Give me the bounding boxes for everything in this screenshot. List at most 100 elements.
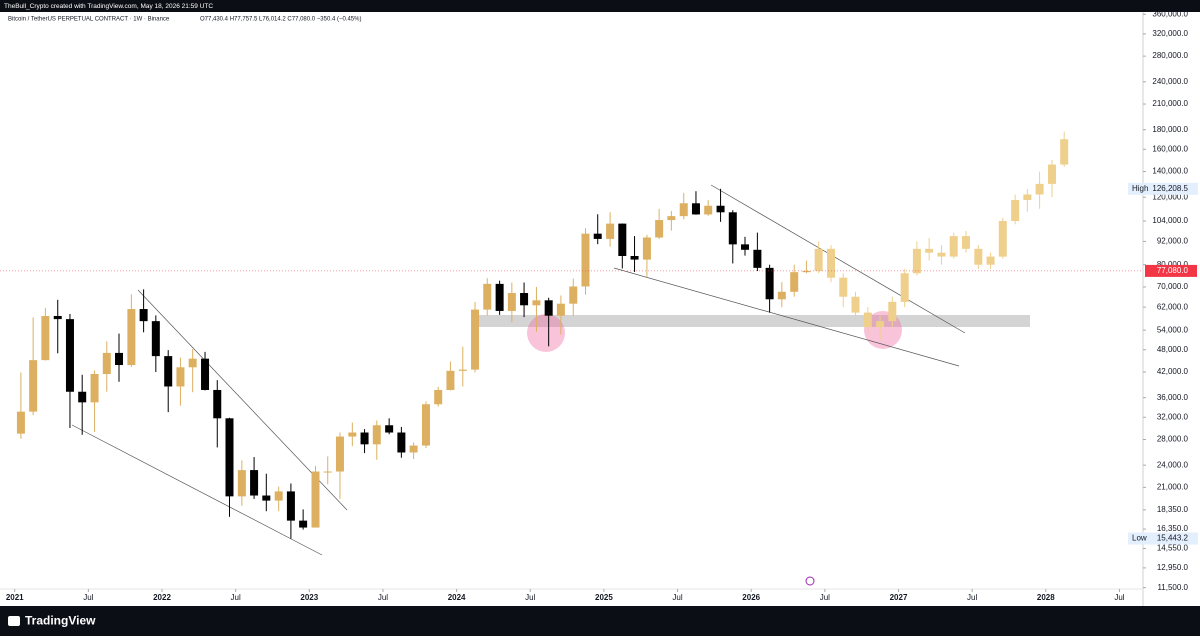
candle-body xyxy=(311,471,320,528)
y-tick-label: 12,950.0 xyxy=(1157,563,1189,572)
candle-body xyxy=(741,244,750,250)
y-tick-label: 42,000.0 xyxy=(1157,367,1189,376)
candle-body xyxy=(974,248,983,265)
brand-logo xyxy=(8,616,20,626)
trendline xyxy=(613,267,960,367)
x-tick-label: Jul xyxy=(967,593,977,602)
candle-body xyxy=(434,389,443,405)
y-tick-label: 360,000.0 xyxy=(1152,9,1188,18)
price-mark-name: Low xyxy=(1132,534,1147,543)
candle-body xyxy=(998,221,1007,257)
x-tick-label: 2024 xyxy=(448,593,466,602)
y-tick-label: 18,350.0 xyxy=(1157,505,1189,514)
y-tick-label: 48,000.0 xyxy=(1157,345,1189,354)
candle-body xyxy=(912,248,921,274)
y-tick-label: 21,000.0 xyxy=(1157,483,1189,492)
candle-body xyxy=(716,205,725,213)
candle-body xyxy=(925,248,934,253)
y-tick-label: 320,000.0 xyxy=(1152,29,1188,38)
y-tick-label: 240,000.0 xyxy=(1152,77,1188,86)
candle-body xyxy=(348,432,357,437)
candle-body xyxy=(29,360,38,412)
candle-body xyxy=(728,212,737,245)
candle-body xyxy=(642,237,651,260)
y-tick-label: 28,000.0 xyxy=(1157,435,1189,444)
highlight-circle xyxy=(527,314,565,352)
candle-body xyxy=(900,273,909,302)
price-mark-name: High xyxy=(1132,184,1148,193)
candle-body xyxy=(569,286,578,304)
candle-body xyxy=(446,370,455,390)
y-tick-label: 62,000.0 xyxy=(1157,302,1189,311)
y-tick-label: 16,350.0 xyxy=(1157,524,1189,533)
candle-body xyxy=(139,309,148,322)
y-tick-label: 180,000.0 xyxy=(1152,125,1188,134)
candle-body xyxy=(286,491,295,521)
price-mark-tag xyxy=(1128,532,1198,545)
candle-body xyxy=(704,205,713,215)
candle-body xyxy=(16,411,25,434)
candle-body xyxy=(188,358,197,368)
y-tick-label: 104,000.0 xyxy=(1152,216,1188,225)
candle-body xyxy=(655,220,664,238)
candle-body xyxy=(397,432,406,453)
y-tick-label: 54,000.0 xyxy=(1157,325,1189,334)
y-tick-label: 280,000.0 xyxy=(1152,51,1188,60)
x-tick-label: Jul xyxy=(231,593,241,602)
candle-body xyxy=(213,389,222,419)
header-bar xyxy=(0,0,1200,12)
candle-body xyxy=(888,301,897,322)
candle-body xyxy=(790,272,799,292)
candle-body xyxy=(225,418,234,497)
candle-body xyxy=(53,315,62,320)
candle-body xyxy=(1060,139,1069,165)
candle-body xyxy=(483,283,492,310)
candle-body xyxy=(1047,164,1056,184)
y-tick-label: 92,000.0 xyxy=(1157,237,1189,246)
candle-body xyxy=(986,256,995,265)
candle-body xyxy=(851,296,860,313)
y-tick-label: 70,000.0 xyxy=(1157,282,1189,291)
brand: TradingView xyxy=(25,614,96,628)
candle-body xyxy=(606,223,615,239)
y-tick-label: 120,000.0 xyxy=(1152,192,1188,201)
candle-body xyxy=(274,491,283,501)
candle-body xyxy=(90,373,99,403)
candle-body xyxy=(593,233,602,239)
candle-body xyxy=(115,352,124,366)
candle-body xyxy=(949,236,958,257)
price-mark-tag xyxy=(1128,182,1198,195)
last-price-label: 77,080.0 xyxy=(1157,266,1189,275)
candle-body xyxy=(102,352,111,374)
candle-body xyxy=(201,358,210,390)
candle-body xyxy=(544,300,553,316)
x-tick-label: Jul xyxy=(820,593,830,602)
footer-bar xyxy=(0,606,1200,636)
header: TheBull_Crypto created with TradingView.… xyxy=(4,3,213,10)
y-tick-label: 160,000.0 xyxy=(1152,144,1188,153)
candle-body xyxy=(1011,200,1020,222)
candle-body xyxy=(839,277,848,297)
x-tick-label: 2027 xyxy=(890,593,908,602)
candle-body xyxy=(164,356,173,387)
x-tick-label: Jul xyxy=(672,593,682,602)
x-tick-label: Jul xyxy=(525,593,535,602)
y-tick-label: 80,000.0 xyxy=(1157,260,1189,269)
ohlc-legend: O77,430.4 H77,757.5 L76,014.2 C77,080.0 … xyxy=(200,17,361,23)
candle-body xyxy=(385,425,394,433)
candle-body xyxy=(151,321,160,357)
candle-body xyxy=(372,425,381,445)
candle-body xyxy=(753,249,762,268)
candle-body xyxy=(65,319,74,392)
candle-body xyxy=(961,236,970,249)
x-tick-label: 2028 xyxy=(1037,593,1055,602)
chart-title: Bitcoin / TetherUS PERPETUAL CONTRACT · … xyxy=(8,17,170,23)
candle-body xyxy=(495,283,504,311)
x-tick-label: 2022 xyxy=(153,593,171,602)
trendline xyxy=(71,424,323,556)
candle-body xyxy=(250,470,259,496)
candle-body xyxy=(1035,183,1044,195)
candle-body xyxy=(532,300,541,306)
candle-body xyxy=(691,203,700,215)
